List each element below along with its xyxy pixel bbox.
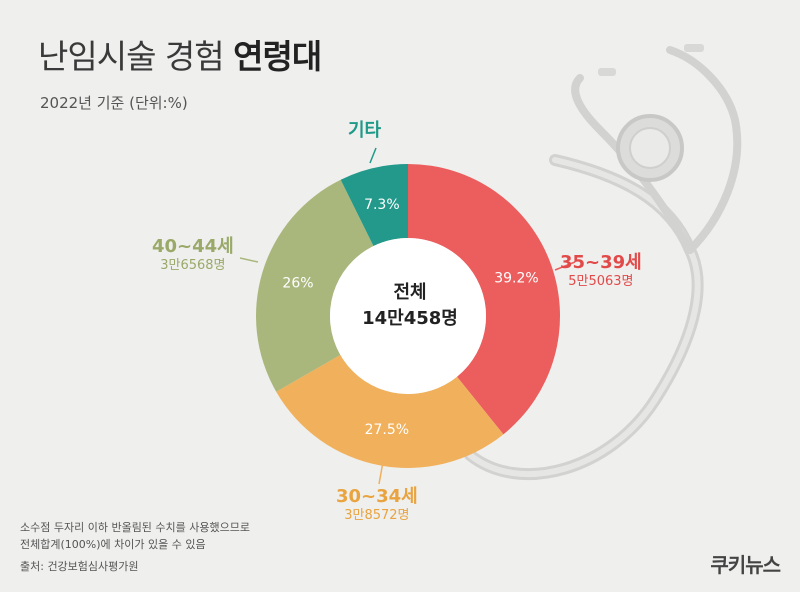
label-other: 기타: [348, 120, 381, 142]
slice-count: 3만8572명: [344, 507, 410, 523]
center-value: 14만458명: [362, 308, 458, 330]
leader-line: [554, 261, 576, 271]
footnote-line1: 소수점 두자리 이하 반올림된 수치를 사용했으므로: [20, 521, 251, 534]
label-40-44: 40~44세 3만6568명: [152, 236, 234, 273]
center-total: 전체 14만458명: [345, 280, 475, 332]
footnote-line2: 전체합계(100%)에 차이가 있을 수 있음: [20, 537, 206, 551]
slice-name: 40~44세: [152, 236, 234, 257]
center-label: 전체: [393, 282, 427, 303]
slice-40-44: [255, 179, 374, 392]
slice-value-label: 27.5%: [365, 422, 409, 438]
donut-hole: [330, 238, 486, 394]
slice-name: 30~34세: [336, 486, 418, 507]
source-text: 출처: 건강보험심사평가원: [20, 560, 139, 573]
donut-chart: 39.2% 27.5% 26% 7.3%: [255, 164, 560, 468]
leader-line: [239, 257, 259, 263]
label-35-39: 35~39세 5만5063명: [560, 252, 642, 289]
slice-35-39: [408, 164, 560, 435]
chart-subtitle: 2022년 기준 (단위:%): [40, 94, 188, 112]
title-bold: 연령대: [233, 37, 322, 76]
leader-lines: [239, 147, 576, 485]
label-30-34: 30~34세 3만8572명: [336, 486, 418, 523]
slice-other: [340, 164, 408, 247]
stethoscope-illustration: [464, 44, 742, 481]
title-light: 난임시술 경험: [38, 37, 225, 76]
slice-count: 3만6568명: [160, 257, 226, 273]
footnote: 소수점 두자리 이하 반올림된 수치를 사용했으므로 전체합계(100%)에 차…: [20, 520, 250, 553]
leader-line: [378, 461, 384, 485]
publisher-logo: 쿠키뉴스: [710, 553, 781, 577]
slice-value-label: 7.3%: [364, 197, 400, 213]
slice-value-label: 26%: [282, 276, 313, 292]
slice-count: 5만5063명: [568, 273, 634, 289]
leader-line: [369, 147, 377, 164]
slice-30-34: [276, 354, 504, 468]
slice-name: 35~39세: [560, 252, 642, 273]
slice-name: 기타: [348, 120, 382, 141]
slice-value-label: 39.2%: [494, 271, 538, 287]
chart-title: 난임시술 경험 연령대: [38, 30, 322, 78]
